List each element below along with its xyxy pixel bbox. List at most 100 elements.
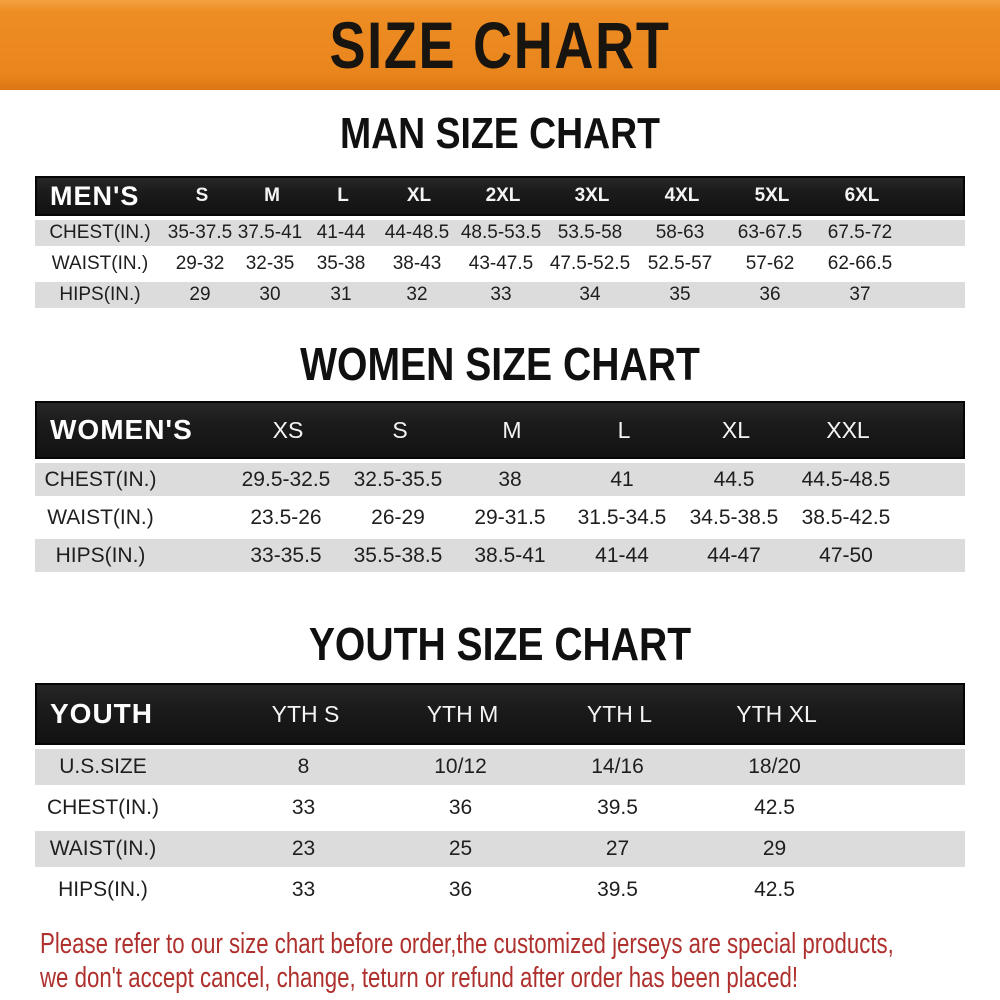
size-value-cell: 36 [448, 878, 473, 901]
table-row: CHEST(IN.) 29.5-32.5 32.5-35.5 38 41 44.5 44.5… [35, 463, 965, 501]
row-label: HIPS(IN.) [55, 543, 146, 567]
size-value-cell: 29 [762, 837, 787, 860]
size-value-cell: 39.5 [597, 878, 638, 901]
size-value-cell: 25 [448, 837, 473, 860]
size-column-header: XXL [826, 416, 870, 443]
size-value-cell: 37.5-41 [237, 222, 303, 243]
size-value-cell: 35-38 [316, 253, 366, 274]
size-value-cell: 44-47 [707, 543, 761, 567]
size-column-header: 6XL [844, 185, 880, 206]
table-row: CHEST(IN.) 33 36 39.5 42.5 [35, 790, 965, 831]
size-value-cell: 23 [291, 837, 316, 860]
size-value-cell: 14/16 [591, 755, 644, 778]
size-value-cell: 35-37.5 [167, 222, 233, 243]
table-title-label: WOMEN'S [50, 414, 193, 445]
size-column-header: L [617, 416, 631, 443]
size-section: MAN SIZE CHART MEN'S S M L XL 2XL 3XL 4XL 5XL 6XL… [0, 110, 1000, 313]
size-value-cell: 37 [849, 284, 871, 305]
size-column-header: YTH XL [736, 700, 817, 727]
size-value-cell: 29-31.5 [474, 505, 546, 529]
size-value-cell: 41-44 [595, 543, 649, 567]
table-row: WAIST(IN.) 23 25 27 29 [35, 831, 965, 872]
size-value-cell: 33 [291, 878, 316, 901]
size-value-cell: 33 [291, 796, 316, 819]
size-column-header: YTH L [586, 700, 653, 727]
size-value-cell: 33 [490, 284, 512, 305]
disclaimer: Please refer to our size chart before or… [0, 927, 1000, 995]
size-column-header: XS [272, 416, 304, 443]
size-value-cell: 27 [605, 837, 630, 860]
row-label: HIPS(IN.) [58, 878, 148, 901]
size-value-cell: 47.5-52.5 [549, 253, 631, 274]
size-value-cell: 38-43 [392, 253, 442, 274]
size-table: MEN'S S M L XL 2XL 3XL 4XL 5XL 6XL CHEST(IN.) 35-3… [35, 176, 965, 313]
table-row: WAIST(IN.) 29-32 32-35 35-38 38-43 43-47.5 47.… [35, 251, 965, 282]
size-value-cell: 26-29 [371, 505, 425, 529]
size-value-cell: 29.5-32.5 [241, 467, 331, 491]
size-column-header: 2XL [485, 185, 521, 206]
table-row: HIPS(IN.) 33-35.5 35.5-38.5 38.5-41 41-44 44-… [35, 539, 965, 577]
size-value-cell: 10/12 [434, 755, 487, 778]
size-value-cell: 52.5-57 [647, 253, 713, 274]
page-title: SIZE CHART [329, 8, 671, 82]
size-value-cell: 58-63 [655, 222, 705, 243]
size-value-cell: 62-66.5 [827, 253, 893, 274]
banner: SIZE CHART [0, 0, 1000, 90]
table-header-bar: YOUTH YTH S YTH M YTH L YTH XL [35, 683, 965, 745]
size-value-cell: 32-35 [245, 253, 295, 274]
table-row: U.S.SIZE 8 10/12 14/16 18/20 [35, 749, 965, 790]
size-value-cell: 32.5-35.5 [353, 467, 443, 491]
size-column-header: YTH S [271, 700, 340, 727]
size-value-cell: 57-62 [745, 253, 795, 274]
size-value-cell: 29 [189, 284, 211, 305]
size-value-cell: 39.5 [597, 796, 638, 819]
size-value-cell: 42.5 [754, 796, 795, 819]
row-label: U.S.SIZE [59, 755, 147, 778]
table-row: CHEST(IN.) 35-37.5 37.5-41 41-44 44-48.5 48.5… [35, 220, 965, 251]
size-value-cell: 8 [297, 755, 310, 778]
table-title-label: MEN'S [50, 180, 140, 211]
size-value-cell: 35.5-38.5 [353, 543, 443, 567]
size-tables: MAN SIZE CHART MEN'S S M L XL 2XL 3XL 4XL 5XL 6XL… [0, 110, 1000, 913]
size-column-header: 5XL [754, 185, 790, 206]
size-column-header: M [502, 416, 522, 443]
row-label: CHEST(IN.) [49, 222, 151, 243]
size-value-cell: 35 [669, 284, 691, 305]
table-row: HIPS(IN.) 33 36 39.5 42.5 [35, 872, 965, 913]
size-value-cell: 67.5-72 [827, 222, 893, 243]
size-value-cell: 36 [448, 796, 473, 819]
size-value-cell: 33-35.5 [250, 543, 322, 567]
size-value-cell: 38.5-41 [474, 543, 546, 567]
row-label: CHEST(IN.) [44, 467, 157, 491]
table-title-label: YOUTH [50, 698, 153, 729]
row-label: CHEST(IN.) [47, 796, 159, 819]
size-section: YOUTH SIZE CHART YOUTH YTH S YTH M YTH L YTH… [0, 619, 1000, 913]
row-label: HIPS(IN.) [59, 284, 141, 305]
size-value-cell: 38 [498, 467, 522, 491]
size-value-cell: 23.5-26 [250, 505, 322, 529]
size-value-cell: 30 [259, 284, 281, 305]
section-heading: YOUTH SIZE CHART [308, 618, 692, 670]
size-value-cell: 63-67.5 [737, 222, 803, 243]
size-value-cell: 38.5-42.5 [801, 505, 891, 529]
section-heading: MAN SIZE CHART [340, 109, 660, 158]
size-table: WOMEN'S XS S M L XL XXL CHEST(IN.) 29.5-32.5 32.… [35, 401, 965, 577]
table-row: HIPS(IN.) 29 30 31 32 33 34 35 36 37 [35, 282, 965, 313]
size-value-cell: 42.5 [754, 878, 795, 901]
size-value-cell: 36 [759, 284, 781, 305]
size-column-header: YTH M [426, 700, 499, 727]
table-header-bar: WOMEN'S XS S M L XL XXL [35, 401, 965, 459]
size-column-header: 3XL [574, 185, 610, 206]
table-row: WAIST(IN.) 23.5-26 26-29 29-31.5 31.5-34.5 34… [35, 501, 965, 539]
size-table: YOUTH YTH S YTH M YTH L YTH XL U.S.SIZE 8 10/1… [35, 683, 965, 913]
size-value-cell: 34 [579, 284, 601, 305]
size-column-header: XL [721, 416, 751, 443]
size-column-header: S [195, 185, 209, 206]
table-header-bar: MEN'S S M L XL 2XL 3XL 4XL 5XL 6XL [35, 176, 965, 216]
size-value-cell: 32 [406, 284, 428, 305]
size-section: WOMEN SIZE CHART WOMEN'S XS S M L XL XXL CHEST… [0, 339, 1000, 577]
size-value-cell: 29-32 [175, 253, 225, 274]
size-column-header: M [264, 185, 280, 206]
size-value-cell: 47-50 [819, 543, 873, 567]
